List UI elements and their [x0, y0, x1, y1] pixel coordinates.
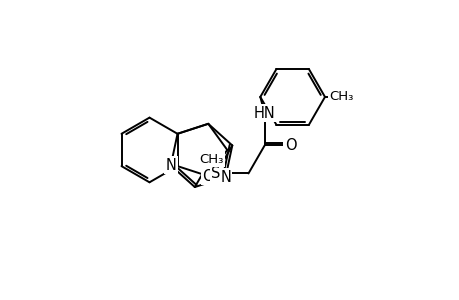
Text: S: S	[211, 166, 220, 181]
Text: CH₃: CH₃	[198, 153, 223, 166]
Text: HN: HN	[253, 106, 275, 121]
Text: N: N	[165, 158, 176, 173]
Text: O: O	[202, 169, 213, 184]
Text: O: O	[284, 138, 296, 153]
Text: N: N	[220, 169, 230, 184]
Text: CH₃: CH₃	[328, 90, 353, 104]
